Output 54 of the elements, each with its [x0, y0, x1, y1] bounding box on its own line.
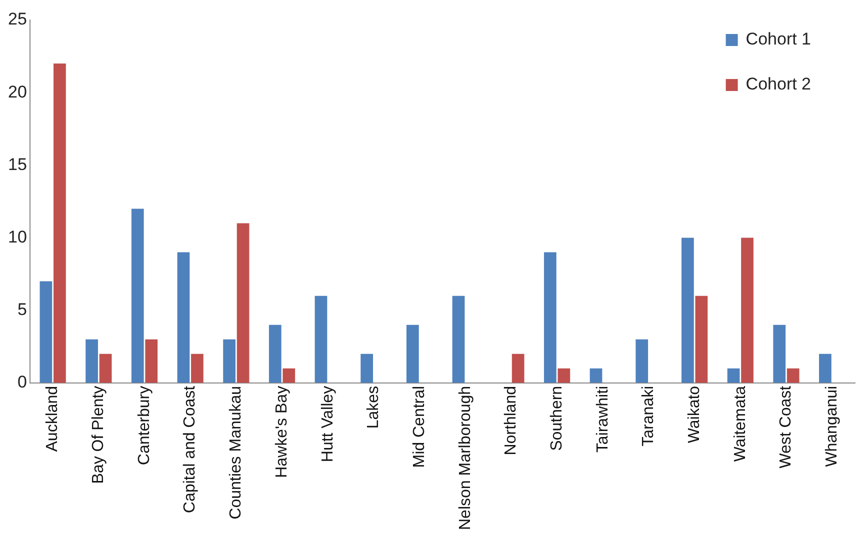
- bar: [40, 281, 52, 383]
- x-tick-label: Tairawhiti: [594, 386, 612, 453]
- x-tick-label: Bay Of Plenty: [90, 386, 108, 484]
- y-tick-label: 20: [8, 82, 27, 102]
- bar: [786, 368, 800, 383]
- x-tick-label: Hawke's Bay: [273, 386, 290, 478]
- x-tick-label: Nelson Marlborough: [456, 386, 474, 530]
- bar: [512, 354, 524, 383]
- bar: [360, 354, 374, 383]
- y-tick-label: 25: [8, 10, 27, 29]
- bar: [86, 339, 98, 383]
- x-tick-label: Hutt Valley: [319, 386, 336, 462]
- bar: [727, 368, 740, 383]
- x-tick-label: Mid Central: [410, 386, 428, 468]
- y-tick-label: 5: [17, 300, 27, 320]
- x-tick-label: Capital and Coast: [182, 385, 199, 514]
- y-tick-label: 15: [8, 154, 27, 174]
- bar: [145, 339, 158, 383]
- legend-label: Cohort 1: [746, 30, 811, 49]
- bar: [452, 296, 465, 383]
- bar: [54, 64, 66, 383]
- bar: [636, 339, 648, 383]
- x-tick-label: Taranaki: [640, 386, 658, 446]
- bar: [773, 324, 786, 383]
- x-tick-label: Southern: [548, 386, 566, 451]
- legend-label: Cohort 2: [746, 74, 811, 94]
- x-tick-label: West Coast: [778, 385, 795, 468]
- bar: [268, 324, 282, 383]
- bar: [177, 252, 190, 383]
- x-tick-label: Auckland: [44, 386, 62, 452]
- y-tick-label: 10: [8, 227, 27, 246]
- bar: [695, 296, 708, 383]
- x-tick-label: Counties Manukau: [228, 386, 245, 520]
- bar: [223, 339, 236, 383]
- bar: [741, 238, 754, 383]
- bar: [682, 238, 694, 383]
- x-tick-label: Whanganui: [823, 386, 840, 467]
- bar: [544, 252, 556, 383]
- bar: [406, 324, 419, 383]
- bar: [314, 296, 328, 383]
- bar: [590, 368, 602, 383]
- x-tick-label: Waikato: [686, 386, 703, 444]
- x-tick-label: Waitemata: [732, 386, 749, 462]
- bar: [558, 368, 570, 383]
- bar: [236, 223, 250, 383]
- x-tick-label: Northland: [502, 386, 520, 456]
- x-tick-label: Canterbury: [136, 386, 153, 466]
- bar: [131, 208, 144, 383]
- bar: [99, 354, 112, 383]
- y-tick-label: 0: [17, 372, 27, 392]
- bar: [191, 354, 204, 383]
- x-tick-label: Lakes: [365, 386, 382, 429]
- bar: [819, 354, 832, 383]
- bar: [282, 368, 296, 383]
